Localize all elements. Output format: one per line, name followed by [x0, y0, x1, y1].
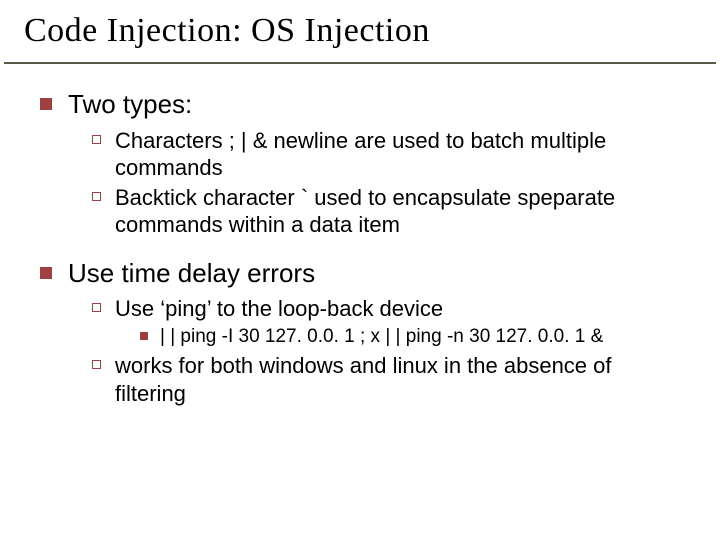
list-item-text: Backtick character ` used to encapsulate… — [115, 184, 680, 239]
list-item-text: | | ping -I 30 127. 0.0. 1 ; x | | ping … — [160, 325, 603, 349]
slide: Code Injection: OS Injection Two types: … — [0, 0, 720, 540]
hollow-square-bullet-icon — [92, 360, 101, 369]
slide-content: Two types: Characters ; | & newline are … — [0, 64, 720, 407]
slide-title: Code Injection: OS Injection — [24, 12, 696, 50]
list-item-text: Two types: — [68, 88, 192, 121]
list-item: works for both windows and linux in the … — [92, 352, 680, 407]
sub-list: Use ‘ping’ to the loop-back device | | p… — [92, 295, 680, 407]
list-item: Use time delay errors — [40, 257, 680, 290]
sub-list: Characters ; | & newline are used to bat… — [92, 127, 680, 239]
list-item-text: works for both windows and linux in the … — [115, 352, 680, 407]
list-item: Characters ; | & newline are used to bat… — [92, 127, 680, 182]
list-item-text: Characters ; | & newline are used to bat… — [115, 127, 680, 182]
list-item: Backtick character ` used to encapsulate… — [92, 184, 680, 239]
title-area: Code Injection: OS Injection — [0, 0, 720, 58]
list-item-text: Use ‘ping’ to the loop-back device — [115, 295, 443, 323]
hollow-square-bullet-icon — [92, 192, 101, 201]
list-item: Use ‘ping’ to the loop-back device — [92, 295, 680, 323]
hollow-square-bullet-icon — [92, 135, 101, 144]
square-bullet-icon — [40, 98, 52, 110]
list-item: Two types: — [40, 88, 680, 121]
sub-sub-list: | | ping -I 30 127. 0.0. 1 ; x | | ping … — [140, 325, 680, 349]
list-item: | | ping -I 30 127. 0.0. 1 ; x | | ping … — [140, 325, 680, 349]
list-item-text: Use time delay errors — [68, 257, 315, 290]
square-bullet-icon — [40, 267, 52, 279]
square-bullet-icon — [140, 332, 148, 340]
hollow-square-bullet-icon — [92, 303, 101, 312]
